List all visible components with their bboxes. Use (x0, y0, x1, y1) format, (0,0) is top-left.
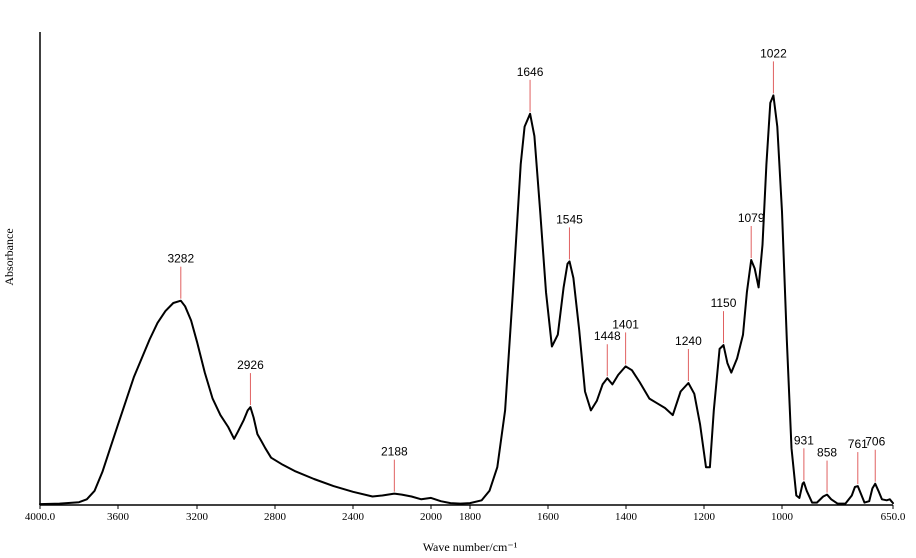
x-tick-label: 1400 (615, 511, 638, 523)
x-tick-label: 1600 (537, 511, 560, 523)
x-tick-label: 2400 (342, 511, 365, 523)
x-tick-label: 1000 (771, 511, 794, 523)
peak-label: 1545 (556, 212, 583, 226)
x-tick-label: 2000 (420, 511, 443, 523)
peak-label: 1448 (594, 329, 621, 343)
x-tick-label: 1800 (459, 511, 482, 523)
y-axis-title: Absorbance (2, 228, 16, 285)
x-tick-label: 650.0 (881, 511, 906, 523)
x-tick-label: 4000.0 (25, 511, 56, 523)
x-tick-label: 3200 (186, 511, 209, 523)
peak-label: 1150 (711, 296, 737, 310)
peak-label: 3282 (167, 252, 194, 266)
peak-label: 1022 (760, 46, 787, 60)
x-axis-title: Wave number/cm⁻¹ (423, 540, 518, 554)
spectrum (39, 94, 894, 506)
peak-label: 761 (848, 437, 868, 451)
peak-label: 2188 (381, 445, 408, 459)
peak-label: 1079 (738, 211, 765, 225)
peak-label: 1240 (675, 334, 702, 348)
peak-label: 931 (794, 433, 814, 447)
spectrum-line (39, 94, 894, 506)
peak-label: 1646 (517, 65, 544, 79)
x-tick-label: 3600 (107, 511, 130, 523)
peak-label: 1401 (612, 317, 639, 331)
peak-label: 858 (817, 446, 837, 460)
peak-label: 2926 (237, 358, 264, 372)
x-tick-label: 2800 (264, 511, 287, 523)
x-axis-ticks: 4000.0 3600 3200 2800 2400 2000 1800 1600 1400 12… (25, 505, 906, 523)
axes (39, 32, 893, 506)
peak-label: 706 (865, 435, 885, 449)
x-tick-label: 1200 (693, 511, 716, 523)
